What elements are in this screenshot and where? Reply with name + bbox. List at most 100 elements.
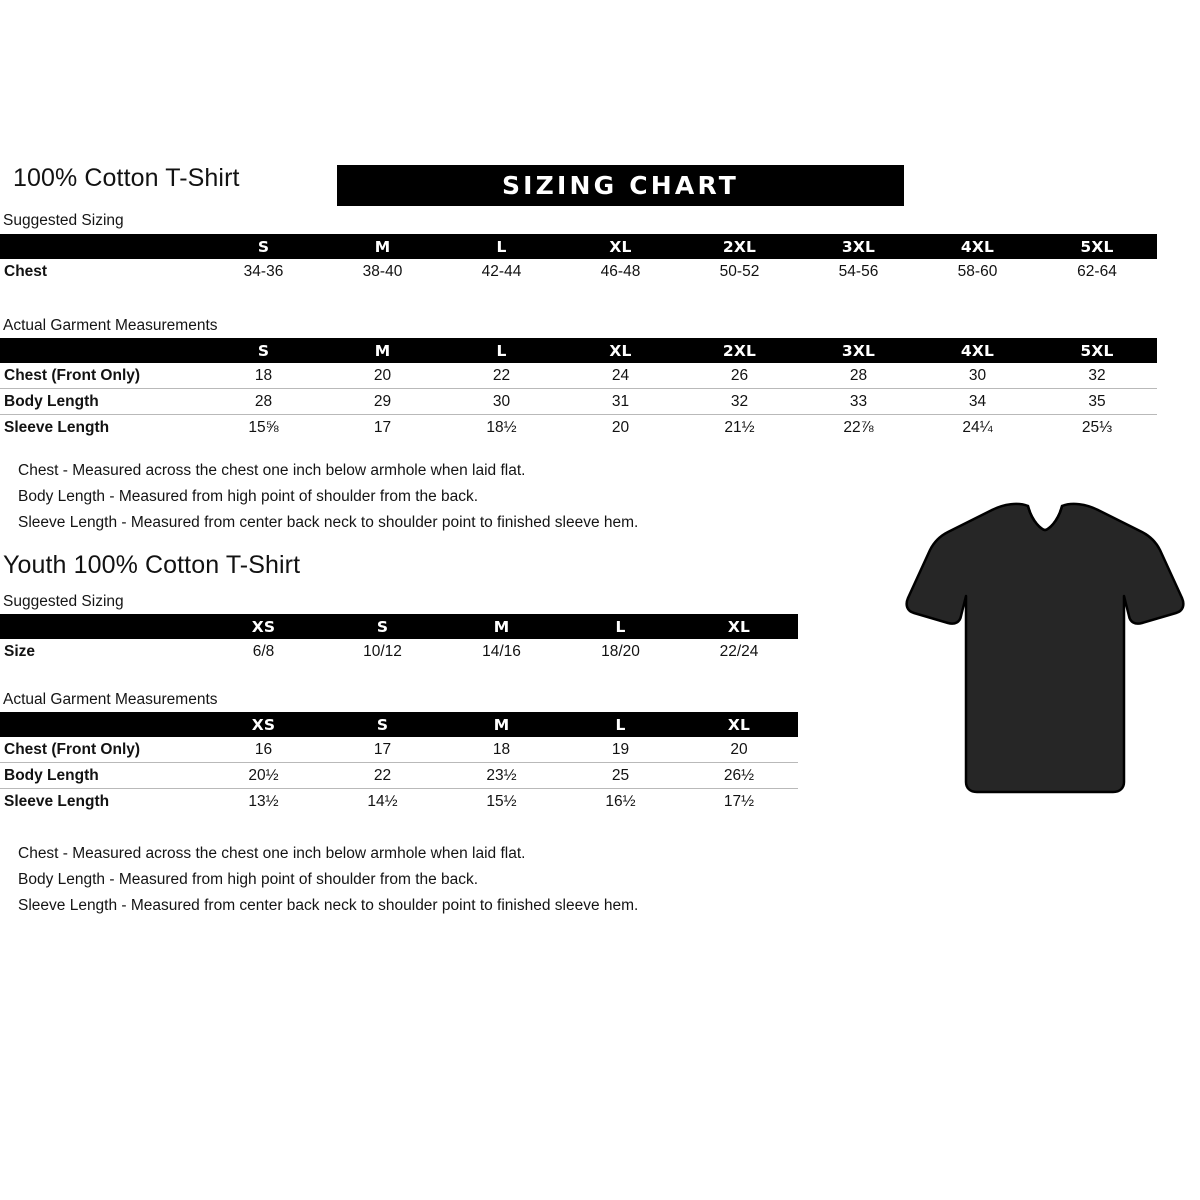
cell-bodylength-3xl: 33 <box>799 388 918 415</box>
cell-bodylength-xl: 31 <box>561 388 680 415</box>
column-header-4xl: 4XL <box>918 234 1037 259</box>
column-header-l: L <box>442 234 561 259</box>
cell-chest-5xl: 62-64 <box>1077 262 1117 280</box>
cell-chestfront-4xl: 30 <box>918 363 1037 389</box>
column-header-xl: XL <box>680 712 798 737</box>
cell-chestfront-xl: 24 <box>561 363 680 389</box>
cell-size-m: 14/16 <box>482 642 521 660</box>
cell-bodylength-4xl: 34 <box>918 388 1037 415</box>
column-header-3xl: 3XL <box>799 338 918 363</box>
cell-sleevelength-l: 16½ <box>605 792 636 810</box>
youth-measurement-notes: Chest - Measured across the chest one in… <box>18 841 638 919</box>
youth-section-title: Youth 100% Cotton T-Shirt <box>3 551 301 579</box>
cell-chest-2xl: 50-52 <box>719 262 760 280</box>
table-row: Chest (Front Only) 18 20 22 24 26 28 30 … <box>0 363 1157 389</box>
cell-bodylength-s: 22 <box>323 762 442 789</box>
cell-chest-m: 38-40 <box>362 262 403 280</box>
cell-chestfront-2xl: 26 <box>680 363 799 389</box>
cell-sleevelength-s: 15⅝ <box>248 418 279 436</box>
cell-bodylength-s: 28 <box>204 388 323 415</box>
row-label-sleeve-length: Sleeve Length <box>4 792 110 810</box>
cell-chestfront-5xl: 32 <box>1037 363 1157 389</box>
column-header-s: S <box>204 338 323 363</box>
cell-size-l: 18/20 <box>601 642 640 660</box>
row-label-chest-front-only: Chest (Front Only) <box>0 737 204 763</box>
cell-sleevelength-xs: 13½ <box>248 792 279 810</box>
column-header-s: S <box>204 234 323 259</box>
note-chest: Chest - Measured across the chest one in… <box>18 462 526 479</box>
table-header-row: S M L XL 2XL 3XL 4XL 5XL <box>0 234 1157 259</box>
column-header-m: M <box>323 234 442 259</box>
cell-chestfront-xl: 20 <box>680 737 798 763</box>
cell-bodylength-xs: 20½ <box>204 762 323 789</box>
column-header-l: L <box>561 614 680 639</box>
cell-chestfront-l: 19 <box>561 737 680 763</box>
youth-suggested-caption: Suggested Sizing <box>3 593 124 610</box>
t-shirt-icon <box>905 502 1185 794</box>
cell-bodylength-l: 30 <box>442 388 561 415</box>
cell-sleevelength-xl: 20 <box>611 418 630 436</box>
cell-sleevelength-m: 17 <box>373 418 392 436</box>
cell-chestfront-3xl: 28 <box>799 363 918 389</box>
cell-bodylength-m: 23½ <box>442 762 561 789</box>
cell-bodylength-2xl: 32 <box>680 388 799 415</box>
cell-sleevelength-m: 15½ <box>486 792 517 810</box>
row-label-body-length: Body Length <box>0 762 204 789</box>
column-header-5xl: 5XL <box>1037 234 1157 259</box>
column-header-xl: XL <box>680 614 798 639</box>
table-row: Body Length 28 29 30 31 32 33 34 35 <box>0 388 1157 415</box>
cell-size-xl: 22/24 <box>719 642 759 660</box>
adult-actual-measurements-table: S M L XL 2XL 3XL 4XL 5XL Chest (Front On… <box>0 338 1157 440</box>
cell-chestfront-m: 20 <box>323 363 442 389</box>
cell-sleevelength-xl: 17½ <box>723 792 755 810</box>
cell-bodylength-5xl: 35 <box>1037 388 1157 415</box>
sizing-chart-banner-label: SIZING CHART <box>501 171 740 200</box>
cell-sleevelength-5xl: 25⅓ <box>1081 418 1113 436</box>
column-header-s: S <box>323 614 442 639</box>
adult-suggested-sizing-table: S M L XL 2XL 3XL 4XL 5XL Chest 34-36 38-… <box>0 234 1157 284</box>
row-label-chest-front-only: Chest (Front Only) <box>0 363 204 389</box>
column-header-xl: XL <box>561 234 680 259</box>
column-header-rowlabel <box>0 338 204 363</box>
column-header-l: L <box>442 338 561 363</box>
adult-product-title: 100% Cotton T-Shirt <box>13 164 240 192</box>
cell-chest-xl: 46-48 <box>600 262 641 280</box>
cell-sleevelength-l: 18½ <box>486 418 517 436</box>
t-shirt-illustration <box>900 470 1190 810</box>
adult-actual-caption: Actual Garment Measurements <box>3 317 218 334</box>
table-row: Chest 34-36 38-40 42-44 46-48 50-52 54-5… <box>0 259 1157 284</box>
cell-size-xs: 6/8 <box>252 642 275 660</box>
header-row: 100% Cotton T-Shirt SIZING CHART <box>10 164 1190 210</box>
note-chest: Chest - Measured across the chest one in… <box>18 845 526 862</box>
column-header-m: M <box>442 614 561 639</box>
cell-chestfront-l: 22 <box>442 363 561 389</box>
column-header-s: S <box>323 712 442 737</box>
row-label-body-length: Body Length <box>0 388 204 415</box>
table-row: Body Length 20½ 22 23½ 25 26½ <box>0 762 798 789</box>
column-header-m: M <box>442 712 561 737</box>
cell-sleevelength-2xl: 21½ <box>724 418 755 436</box>
table-row: Sleeve Length 13½ 14½ 15½ 16½ 17½ <box>0 789 798 815</box>
column-header-rowlabel <box>0 712 204 737</box>
column-header-5xl: 5XL <box>1037 338 1157 363</box>
row-label-size: Size <box>4 642 36 660</box>
cell-chest-3xl: 54-56 <box>838 262 879 280</box>
cell-chest-s: 34-36 <box>243 262 284 280</box>
row-label-chest: Chest <box>4 262 48 280</box>
column-header-2xl: 2XL <box>680 234 799 259</box>
note-sleeve-length: Sleeve Length - Measured from center bac… <box>18 897 639 914</box>
cell-chestfront-xs: 16 <box>204 737 323 763</box>
cell-chest-4xl: 58-60 <box>957 262 998 280</box>
sizing-chart-banner: SIZING CHART <box>337 165 904 206</box>
column-header-3xl: 3XL <box>799 234 918 259</box>
column-header-xs: XS <box>204 614 323 639</box>
youth-actual-caption: Actual Garment Measurements <box>3 691 218 708</box>
cell-size-s: 10/12 <box>363 642 402 660</box>
cell-sleevelength-s: 14½ <box>367 792 398 810</box>
column-header-xs: XS <box>204 712 323 737</box>
table-header-row: XS S M L XL <box>0 614 798 639</box>
table-row: Chest (Front Only) 16 17 18 19 20 <box>0 737 798 763</box>
cell-bodylength-m: 29 <box>323 388 442 415</box>
column-header-rowlabel <box>0 234 204 259</box>
